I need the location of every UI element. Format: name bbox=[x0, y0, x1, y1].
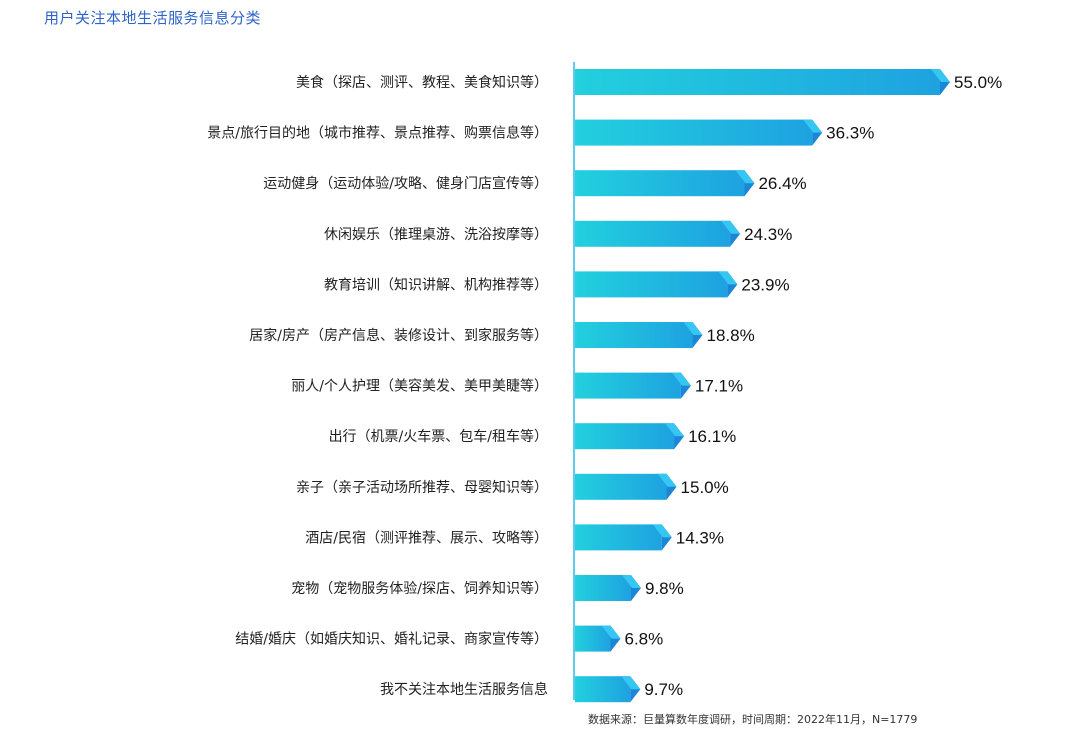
category-label: 美食（探店、测评、教程、美食知识等） bbox=[296, 74, 548, 91]
value-label: 55.0% bbox=[954, 73, 1002, 92]
category-label: 宠物（宠物服务体验/探店、饲养知识等） bbox=[291, 580, 548, 597]
value-label: 36.3% bbox=[826, 124, 874, 143]
bar-tip-light bbox=[652, 524, 672, 538]
bar bbox=[575, 69, 940, 95]
bar bbox=[575, 271, 728, 298]
category-label: 出行（机票/火车票、包车/租车等） bbox=[329, 428, 548, 445]
category-label: 教育培训（知识讲解、机构推荐等） bbox=[324, 276, 548, 293]
bar bbox=[575, 322, 693, 348]
bar bbox=[575, 170, 745, 197]
value-label: 9.8% bbox=[645, 579, 684, 598]
category-label: 景点/旅行目的地（城市推荐、景点推荐、购票信息等） bbox=[207, 125, 548, 142]
source-footnote: 数据来源：巨量算数年度调研，时间周期：2022年11月，N=1779 bbox=[588, 713, 918, 726]
bar-tip-light bbox=[601, 625, 621, 639]
bar-tip-light bbox=[803, 119, 823, 133]
bar-tip-light bbox=[718, 271, 738, 285]
bar bbox=[575, 119, 813, 146]
category-label: 结婚/婚庆（如婚庆知识、婚礼记录、商家宣传等） bbox=[235, 631, 548, 648]
value-label: 17.1% bbox=[695, 377, 743, 396]
value-label: 14.3% bbox=[676, 528, 724, 547]
value-label: 6.8% bbox=[624, 630, 663, 649]
value-label: 23.9% bbox=[741, 275, 789, 294]
bars-layer: 美食（探店、测评、教程、美食知识等） 55.0% 景点/旅行目的地（城市推荐、景点推… bbox=[207, 69, 1002, 703]
category-label: 丽人/个人护理（美容美发、美甲美睫等） bbox=[291, 378, 548, 395]
bar-tip-light bbox=[931, 69, 950, 82]
bar bbox=[575, 473, 667, 500]
category-label: 休闲娱乐（推理桌游、洗浴按摩等） bbox=[324, 226, 548, 243]
bar bbox=[575, 372, 681, 399]
category-label: 酒店/民宿（测评推荐、展示、攻略等） bbox=[305, 529, 548, 546]
category-label: 我不关注本地生活服务信息 bbox=[380, 681, 548, 698]
bar bbox=[575, 676, 631, 703]
bar-tip-light bbox=[683, 322, 703, 335]
bar-tip-light bbox=[735, 170, 755, 184]
bar bbox=[575, 625, 611, 652]
value-label: 24.3% bbox=[744, 225, 792, 244]
value-label: 9.7% bbox=[644, 680, 683, 699]
category-label: 亲子（亲子活动场所推荐、母婴知识等） bbox=[296, 479, 548, 496]
bar-tip-light bbox=[657, 473, 677, 487]
bar-tip-light bbox=[671, 372, 691, 386]
bar-tip-light bbox=[621, 676, 641, 690]
value-label: 26.4% bbox=[758, 174, 806, 193]
bar bbox=[575, 524, 662, 551]
bar bbox=[575, 575, 631, 601]
value-label: 18.8% bbox=[707, 326, 755, 345]
chart-title: 用户关注本地生活服务信息分类 bbox=[44, 9, 262, 27]
bar-tip-light bbox=[721, 220, 741, 234]
bar bbox=[575, 423, 675, 450]
category-label: 运动健身（运动体验/攻略、健身门店宣传等） bbox=[263, 175, 548, 192]
bar-tip-light bbox=[621, 575, 641, 588]
bar-tip-light bbox=[665, 423, 685, 437]
value-label: 15.0% bbox=[681, 478, 729, 497]
value-label: 16.1% bbox=[688, 427, 736, 446]
bar bbox=[575, 220, 731, 247]
category-label: 居家/房产（房产信息、装修设计、到家服务等） bbox=[249, 327, 548, 344]
